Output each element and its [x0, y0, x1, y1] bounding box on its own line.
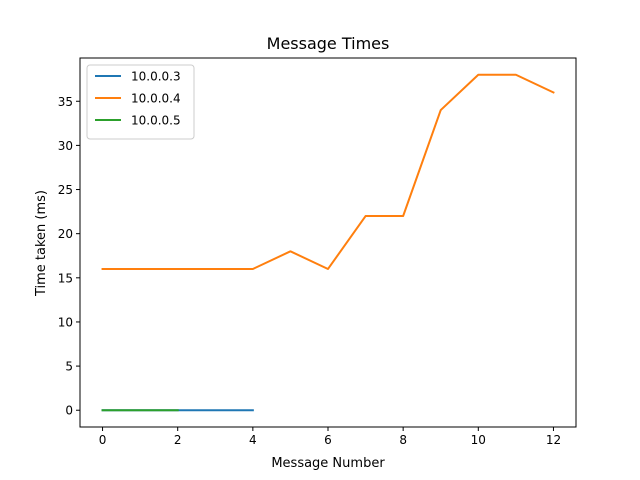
- y-axis-label: Time taken (ms): [34, 190, 49, 297]
- series-line-2: [101, 73, 555, 270]
- y-tick-label: 10: [58, 315, 73, 329]
- x-tick-label: 12: [546, 433, 561, 447]
- legend: 10.0.0.3 10.0.0.4 10.0.0.5: [86, 64, 195, 140]
- x-tick-label: 10: [471, 433, 486, 447]
- legend-label: 10.0.0.4: [131, 92, 181, 106]
- y-tick-label: 15: [58, 271, 73, 285]
- x-tick-label: 8: [399, 433, 407, 447]
- legend-label: 10.0.0.3: [131, 70, 181, 84]
- y-tick-label: 0: [65, 404, 73, 418]
- x-tick-label: 4: [249, 433, 257, 447]
- x-axis-label: Message Number: [271, 456, 385, 471]
- chart-title: Message Times: [267, 34, 390, 53]
- x-tick-label: 6: [324, 433, 332, 447]
- y-tick-label: 30: [58, 139, 73, 153]
- x-tick-label: 2: [174, 433, 182, 447]
- y-tick-label: 25: [58, 183, 73, 197]
- plot-area: 0 2 4 6 8 10 12 0 5 10 15 20 25 30 35: [58, 57, 577, 447]
- x-tick-label: 0: [99, 433, 107, 447]
- y-tick-label: 20: [58, 227, 73, 241]
- y-tick-label: 35: [58, 95, 73, 109]
- y-tick-label: 5: [65, 360, 73, 374]
- legend-label: 10.0.0.5: [131, 114, 181, 128]
